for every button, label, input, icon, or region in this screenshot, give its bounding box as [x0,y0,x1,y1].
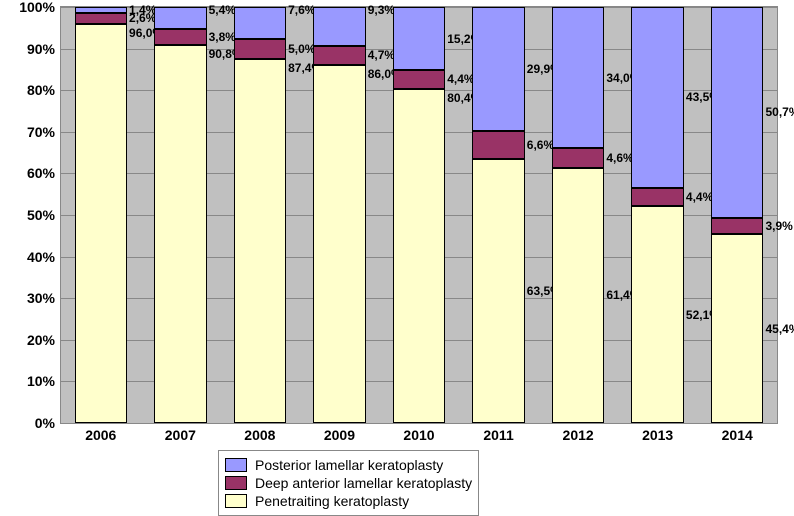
bar-segment-label: 5,4% [209,3,236,17]
legend-label: Deep anterior lamellar keratoplasty [255,475,472,491]
bar-segment-posterior [472,7,525,131]
y-tick-label: 0% [35,415,55,431]
legend-label: Penetraiting keratoplasty [255,493,409,509]
bar-column: 96,0%2,6%1,4% [75,7,128,423]
y-tick-label: 10% [27,373,55,389]
bar-segment-penetrating [552,168,605,423]
y-tick-label: 100% [19,0,55,15]
x-tick-label: 2014 [722,427,753,443]
bar-segment-penetrating [711,234,764,423]
x-tick-label: 2007 [165,427,196,443]
bar-segment-deep_anterior [552,148,605,167]
bar-segment-label: 5,0% [288,42,315,56]
x-tick-label: 2009 [324,427,355,443]
bar-segment-label: 4,4% [686,190,713,204]
legend-item-penetrating: Penetraiting keratoplasty [225,493,472,509]
x-tick-label: 2008 [244,427,275,443]
bar-column: 61,4%4,6%34,0% [552,7,605,423]
bar-segment-label: 4,6% [606,151,633,165]
bar-segment-label: 7,6% [288,3,315,17]
bar-segment-label: 6,6% [527,138,554,152]
bar-segment-posterior [313,7,366,46]
plot-area: 0%10%20%30%40%50%60%70%80%90%100%96,0%2,… [60,6,778,424]
y-tick-label: 20% [27,332,55,348]
legend-swatch [225,494,247,508]
bar-segment-penetrating [313,65,366,423]
bar-segment-posterior [393,7,446,70]
legend-swatch [225,458,247,472]
bar-segment-label: 4,7% [368,48,395,62]
bar-segment-label: 45,4% [765,322,794,336]
grid-line [61,423,777,424]
bar-segment-label: 9,3% [368,3,395,17]
x-tick-label: 2012 [563,427,594,443]
bar-segment-label: 1,4% [129,3,156,17]
keratoplasty-stacked-bar-chart: 0% 10% 20% 30% 40% 50% 60% 70% 80% 90% 100% 96,0%2,… [0,0,794,513]
bar-segment-penetrating [631,206,684,423]
bar-segment-deep_anterior [393,70,446,88]
bar-segment-label: 50,7% [765,105,794,119]
y-tick-label: 70% [27,124,55,140]
bar-column: 63,5%6,6%29,9% [472,7,525,423]
bar-segment-penetrating [234,59,287,423]
y-tick-label: 30% [27,290,55,306]
bar-column: 45,4%3,9%50,7% [711,7,764,423]
bar-segment-posterior [154,7,207,29]
x-tick-label: 2011 [483,427,513,443]
y-tick-label: 80% [27,82,55,98]
y-tick-label: 40% [27,249,55,265]
bar-segment-deep_anterior [75,13,128,24]
legend: Posterior lamellar keratoplasty Deep ante… [218,450,479,516]
bar-segment-posterior [234,7,287,39]
bar-segment-deep_anterior [631,188,684,206]
x-tick-label: 2013 [642,427,673,443]
legend-item-deep_anterior: Deep anterior lamellar keratoplasty [225,475,472,491]
bar-column: 90,8%3,8%5,4% [154,7,207,423]
bar-segment-deep_anterior [472,131,525,158]
bar-segment-deep_anterior [234,39,287,60]
bar-segment-deep_anterior [711,218,764,234]
legend-swatch [225,476,247,490]
y-tick-label: 50% [27,207,55,223]
bar-column: 52,1%4,4%43,5% [631,7,684,423]
x-tick-label: 2006 [85,427,116,443]
bar-column: 87,4%5,0%7,6% [234,7,287,423]
bar-segment-penetrating [393,89,446,423]
bar-segment-posterior [75,7,128,13]
bar-segment-posterior [552,7,605,148]
bar-segment-posterior [631,7,684,188]
bar-segment-penetrating [75,24,128,423]
bar-segment-label: 4,4% [447,72,474,86]
y-tick-label: 60% [27,165,55,181]
x-tick-label: 2010 [403,427,434,443]
y-tick-label: 90% [27,41,55,57]
bar-segment-deep_anterior [313,46,366,66]
bar-column: 80,4%4,4%15,2% [393,7,446,423]
bar-segment-deep_anterior [154,29,207,45]
bar-segment-label: 3,8% [209,30,236,44]
legend-label: Posterior lamellar keratoplasty [255,457,443,473]
legend-item-posterior: Posterior lamellar keratoplasty [225,457,472,473]
bar-segment-penetrating [472,159,525,423]
bar-segment-label: 3,9% [765,219,792,233]
bar-column: 86,0%4,7%9,3% [313,7,366,423]
bar-segment-penetrating [154,45,207,423]
bar-segment-posterior [711,7,764,218]
